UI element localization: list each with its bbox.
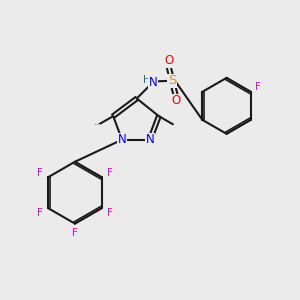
Text: F: F (107, 167, 113, 178)
Text: N: N (148, 76, 157, 89)
Text: O: O (164, 54, 173, 67)
Text: S: S (168, 74, 176, 87)
Text: F: F (256, 82, 261, 92)
Text: N: N (118, 133, 126, 146)
Text: F: F (37, 208, 43, 218)
Text: F: F (72, 228, 78, 238)
Text: H: H (142, 75, 150, 85)
Text: F: F (37, 167, 43, 178)
Text: O: O (171, 94, 180, 107)
Text: methyl: methyl (95, 124, 100, 125)
Text: N: N (146, 133, 154, 146)
Text: F: F (107, 208, 113, 218)
